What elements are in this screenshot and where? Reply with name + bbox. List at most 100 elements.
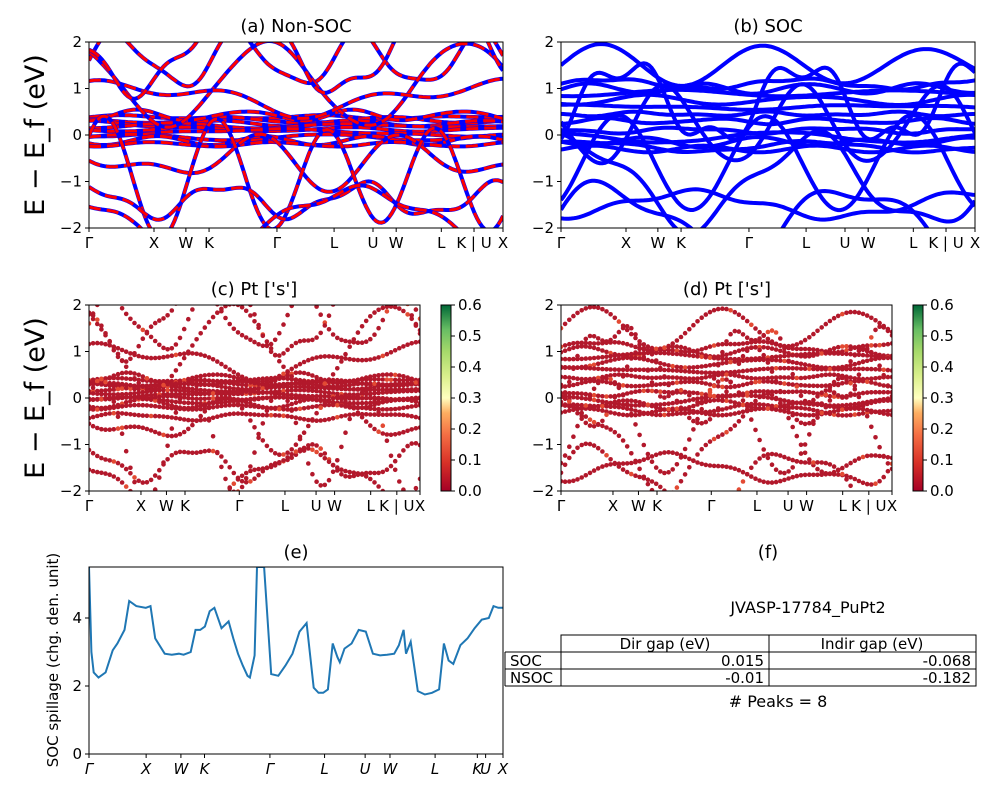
band-point xyxy=(811,390,816,396)
band-point xyxy=(744,348,750,354)
band-point xyxy=(388,412,394,417)
band-point xyxy=(380,423,386,429)
band-point xyxy=(802,389,808,395)
band-point xyxy=(815,366,820,372)
band-point xyxy=(682,454,688,460)
band-point xyxy=(297,338,303,344)
band-point xyxy=(720,412,725,418)
band-point xyxy=(281,413,286,419)
band-point xyxy=(136,395,141,401)
band-point xyxy=(318,418,324,423)
band-point xyxy=(359,405,365,411)
band-point xyxy=(351,357,357,363)
band-point xyxy=(699,532,704,537)
band-point xyxy=(819,401,824,406)
band-point xyxy=(645,375,651,381)
band-point xyxy=(740,341,746,346)
band-point xyxy=(666,375,671,380)
band-point xyxy=(194,450,199,456)
band-point xyxy=(811,421,816,427)
band-point xyxy=(724,372,729,377)
band-point xyxy=(873,367,878,372)
band-point xyxy=(107,375,112,380)
band-point xyxy=(343,383,348,388)
band-point xyxy=(376,377,381,382)
band-point xyxy=(757,367,762,372)
band-point xyxy=(682,376,688,381)
band-point xyxy=(666,412,671,417)
band-point xyxy=(595,361,601,367)
band-point xyxy=(773,395,779,401)
band-point xyxy=(827,471,833,476)
band-point xyxy=(591,305,597,310)
band-point xyxy=(359,400,365,406)
band-point xyxy=(687,353,692,358)
band-point xyxy=(289,384,295,390)
band-point xyxy=(235,389,241,395)
band-point xyxy=(575,423,580,429)
band-point xyxy=(128,382,133,388)
band-point xyxy=(397,389,402,394)
band-point xyxy=(885,398,891,403)
band-point xyxy=(405,443,410,449)
band-point xyxy=(624,367,630,373)
band-point xyxy=(761,332,766,338)
band-point xyxy=(782,375,787,380)
band-point xyxy=(658,350,663,356)
panel-b-bands xyxy=(561,42,975,228)
band-point xyxy=(633,412,638,418)
band-point xyxy=(695,376,700,381)
band-point xyxy=(376,355,381,360)
band-point xyxy=(633,335,638,341)
band-point xyxy=(368,387,373,393)
band-point xyxy=(873,435,878,440)
band-point xyxy=(819,351,824,356)
band-point xyxy=(89,447,92,453)
band-point xyxy=(562,374,568,380)
band-point xyxy=(699,391,704,397)
x-tick-label: X xyxy=(621,234,631,252)
band-point xyxy=(107,427,112,433)
band-point xyxy=(99,412,104,418)
band-point xyxy=(314,443,319,448)
band-point xyxy=(368,336,373,342)
band-point xyxy=(629,407,634,412)
band-point xyxy=(215,273,220,278)
band-point xyxy=(190,351,195,356)
band-point xyxy=(123,400,129,405)
band-point xyxy=(711,393,717,399)
band-point xyxy=(335,415,340,420)
band-point xyxy=(380,390,386,395)
band-point xyxy=(724,398,729,404)
band-point xyxy=(119,394,125,400)
band-point xyxy=(831,367,837,372)
band-point xyxy=(363,375,369,380)
band-point xyxy=(641,383,647,389)
band-point xyxy=(732,370,738,376)
band-point xyxy=(148,413,154,419)
band-point xyxy=(637,383,642,389)
band-point xyxy=(310,471,315,477)
band-point xyxy=(310,394,315,400)
band-point xyxy=(641,442,647,448)
band-point xyxy=(724,377,729,382)
band-point xyxy=(711,398,717,403)
band-point xyxy=(571,391,576,396)
band-point xyxy=(678,375,684,381)
band-point xyxy=(757,357,762,363)
band-point xyxy=(140,402,146,408)
band-line-red-dashed xyxy=(89,132,503,142)
band-point xyxy=(571,402,576,408)
band-point xyxy=(202,325,208,330)
band-point xyxy=(869,366,874,372)
panel-f-title: (f) xyxy=(758,542,778,563)
band-point xyxy=(864,313,870,318)
band-point xyxy=(169,426,175,431)
band-point xyxy=(877,444,882,450)
band-point xyxy=(653,405,659,410)
band-point xyxy=(128,398,133,404)
band-point xyxy=(575,376,580,382)
band-point xyxy=(161,354,166,360)
band-point xyxy=(736,403,742,408)
